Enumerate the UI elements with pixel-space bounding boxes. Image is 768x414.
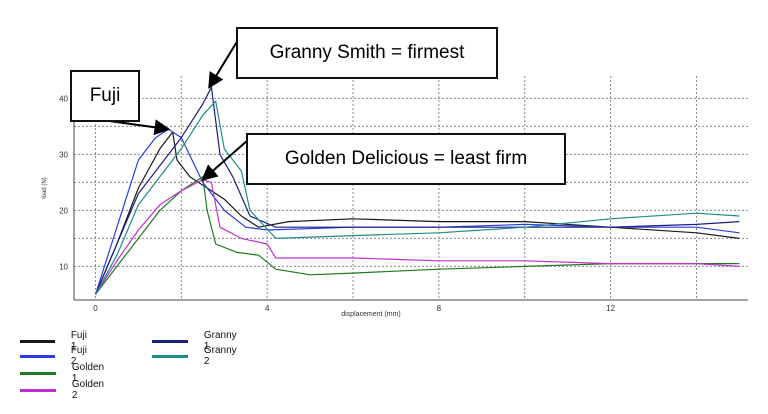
x-tick-label-12: 12 (606, 304, 615, 313)
annotation-arrow-2 (201, 139, 249, 181)
legend-label-fuji-1: Fuji 1 (70, 330, 87, 352)
annotation-golden-delicious: Golden Delicious = least firm (246, 133, 566, 185)
y-tick-label-40: 40 (59, 94, 68, 103)
x-axis-title: displacement (mm) (341, 311, 401, 318)
legend-item-granny-2: Granny 2 (152, 345, 241, 367)
legend-item-golden-2: Golden 2 (20, 379, 108, 401)
legend-swatch-fuji-2 (20, 354, 55, 358)
legend-swatch-fuji-1 (20, 339, 55, 343)
legend-swatch-granny-1 (152, 339, 188, 343)
legend-label-golden-2: Golden 2 (71, 379, 105, 401)
legend-label-fuji-2: Fuji 2 (70, 345, 87, 367)
annotation-arrow-1 (208, 39, 239, 89)
series-line-fuji-2 (94, 128, 740, 295)
series-line-fuji-1 (94, 131, 740, 295)
legend-swatch-granny-2 (152, 354, 188, 358)
legend-item-granny-1: Granny 1 (152, 330, 241, 352)
series-line-golden-2 (94, 179, 740, 295)
legend-swatch-golden-1 (20, 371, 56, 375)
legend-label-golden-1: Golden 1 (71, 362, 105, 384)
series-line-granny-2 (94, 100, 740, 295)
annotation-fuji-text: Fuji (89, 85, 121, 106)
x-tick-label-0: 0 (93, 304, 98, 313)
annotation-fuji: Fuji (70, 70, 140, 122)
legend-swatch-golden-2 (20, 388, 56, 392)
series-line-golden-1 (95, 176, 740, 295)
x-tick-label-4: 4 (265, 304, 270, 313)
legend-label-granny-2: Granny 2 (203, 345, 237, 367)
y-tick-label-20: 20 (59, 206, 68, 215)
y-axis-title: load (N) (42, 177, 48, 198)
annotation-granny-smith: Granny Smith = firmest (236, 27, 498, 79)
annotation-granny-smith-text: Granny Smith = firmest (269, 42, 465, 63)
legend-label-granny-1: Granny 1 (203, 330, 237, 352)
y-tick-label-10: 10 (59, 262, 68, 271)
x-tick-label-8: 8 (437, 304, 442, 313)
annotation-golden-delicious-text: Golden Delicious = least firm (284, 148, 528, 169)
series-line-granny-1 (94, 86, 740, 295)
y-tick-label-30: 30 (59, 150, 68, 159)
legend-item-golden-1: Golden 1 (20, 362, 108, 384)
legend-item-fuji-1: Fuji 1 (20, 330, 92, 352)
legend-item-fuji-2: Fuji 2 (20, 345, 92, 367)
